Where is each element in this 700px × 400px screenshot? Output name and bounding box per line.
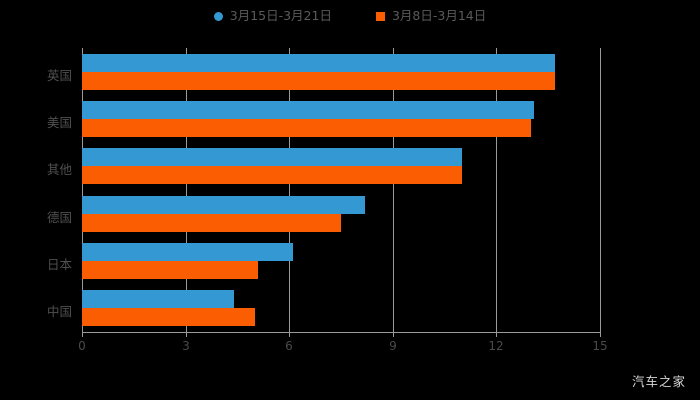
- bar[interactable]: [82, 71, 555, 90]
- x-axis-tick: [186, 332, 187, 337]
- bar[interactable]: [82, 101, 534, 119]
- x-axis-tick-label: 6: [285, 339, 293, 353]
- bar[interactable]: [82, 148, 462, 167]
- y-axis-category-label: 美国: [46, 115, 72, 130]
- y-axis-category-label: 其他: [46, 162, 72, 178]
- gridline: [186, 48, 187, 332]
- gridline: [289, 48, 290, 332]
- legend-label-series-a: 3月15日-3月21日: [229, 7, 332, 23]
- y-axis-category-label: 日本: [46, 257, 72, 272]
- legend-label-series-b: 3月8日-3月14日: [391, 7, 487, 23]
- bar[interactable]: [82, 53, 555, 72]
- x-axis-tick: [393, 332, 394, 337]
- x-axis-tick: [496, 332, 497, 337]
- circle-marker-icon: [213, 11, 223, 21]
- bar[interactable]: [82, 261, 258, 279]
- chart-legend: 3月15日-3月21日 3月8日-3月14日: [0, 4, 700, 28]
- square-marker-icon: [375, 11, 385, 21]
- bar[interactable]: [82, 290, 234, 309]
- gridline: [600, 48, 601, 332]
- bar[interactable]: [82, 166, 462, 185]
- x-axis-line: [82, 332, 601, 333]
- bar[interactable]: [82, 213, 341, 232]
- x-axis-tick: [289, 332, 290, 337]
- bar[interactable]: [82, 243, 293, 261]
- bar[interactable]: [82, 119, 531, 137]
- x-axis-tick: [600, 332, 601, 337]
- x-axis-tick-label: 12: [488, 339, 504, 353]
- gridline: [393, 48, 394, 332]
- gridline: [496, 48, 497, 332]
- y-axis-category-label: 德国: [46, 209, 72, 225]
- x-axis-tick: [82, 332, 83, 337]
- bar[interactable]: [82, 308, 255, 327]
- gridline: [82, 48, 83, 332]
- watermark: 汽车之家: [631, 374, 686, 389]
- y-axis-category-label: 中国: [46, 304, 72, 320]
- x-axis-tick-label: 0: [78, 339, 86, 353]
- x-axis-tick-label: 9: [389, 339, 397, 353]
- plot-area: [82, 48, 601, 332]
- x-axis-tick-label: 3: [182, 339, 190, 353]
- x-axis-tick-label: 15: [592, 339, 608, 353]
- bar[interactable]: [82, 195, 365, 214]
- legend-item-series-a[interactable]: 3月15日-3月21日: [213, 7, 332, 23]
- y-axis-category-label: 英国: [46, 67, 72, 83]
- legend-item-series-b[interactable]: 3月8日-3月14日: [375, 7, 487, 23]
